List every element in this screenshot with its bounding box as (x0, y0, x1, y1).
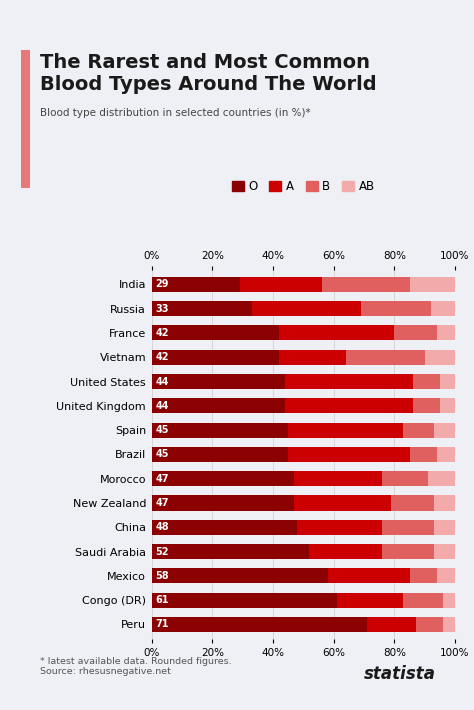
Bar (416, 617, 443, 632)
Text: 47: 47 (155, 474, 169, 484)
Bar (152, 471, 455, 486)
Bar (443, 617, 455, 632)
Text: 44: 44 (155, 376, 169, 386)
Text: 61: 61 (155, 595, 169, 605)
Bar (425, 350, 455, 365)
Bar (394, 325, 437, 341)
Bar (152, 325, 279, 341)
Bar (288, 422, 403, 437)
Text: statista: statista (364, 665, 436, 683)
Bar (428, 471, 455, 486)
Text: 48: 48 (155, 523, 169, 532)
Bar (152, 593, 337, 608)
Bar (152, 301, 252, 316)
Bar (440, 398, 455, 413)
Text: Blood Types Around The World: Blood Types Around The World (40, 75, 377, 94)
Bar (328, 568, 410, 584)
Bar (434, 544, 455, 559)
Text: 42: 42 (155, 352, 169, 362)
Bar (152, 568, 455, 584)
Bar (382, 520, 434, 535)
Bar (392, 496, 434, 510)
Bar (152, 520, 455, 535)
Bar (152, 325, 455, 341)
Bar (152, 544, 455, 559)
Bar (437, 447, 455, 462)
Bar (443, 593, 455, 608)
Bar (152, 496, 455, 510)
Bar (410, 568, 437, 584)
Bar (382, 471, 428, 486)
Bar (410, 447, 437, 462)
Bar (285, 374, 412, 389)
Bar (152, 568, 328, 584)
Bar (152, 496, 294, 510)
Bar (294, 496, 392, 510)
Bar (361, 301, 431, 316)
Text: 58: 58 (155, 571, 169, 581)
Text: 29: 29 (155, 279, 169, 290)
Legend: O, A, B, AB: O, A, B, AB (227, 175, 380, 197)
Bar (403, 593, 443, 608)
Bar (152, 447, 455, 462)
Bar (412, 398, 440, 413)
Text: 47: 47 (155, 498, 169, 508)
Bar (294, 471, 382, 486)
Bar (152, 544, 310, 559)
Bar (403, 422, 434, 437)
Text: 52: 52 (155, 547, 169, 557)
Bar (152, 447, 288, 462)
Bar (152, 520, 297, 535)
Bar (367, 617, 416, 632)
Text: 45: 45 (155, 449, 169, 459)
Bar (152, 593, 455, 608)
Bar (279, 325, 394, 341)
Bar (152, 301, 455, 316)
Bar (152, 422, 455, 437)
Bar (152, 374, 455, 389)
Bar (152, 277, 455, 292)
Text: 33: 33 (155, 304, 169, 314)
Bar (152, 350, 279, 365)
Bar (321, 277, 410, 292)
Bar (240, 277, 321, 292)
Text: 71: 71 (155, 619, 169, 630)
Text: 44: 44 (155, 401, 169, 411)
Bar (440, 374, 455, 389)
Bar (434, 520, 455, 535)
Bar (152, 617, 455, 632)
Bar (152, 471, 294, 486)
Text: 45: 45 (155, 425, 169, 435)
Bar (431, 301, 455, 316)
Bar (152, 374, 285, 389)
Bar (152, 422, 288, 437)
Bar (434, 496, 455, 510)
Text: Source: rhesusnegative.net: Source: rhesusnegative.net (40, 667, 171, 677)
Bar (310, 544, 382, 559)
Bar (152, 617, 367, 632)
Bar (346, 350, 425, 365)
Bar (152, 398, 285, 413)
Bar (252, 301, 361, 316)
Bar (288, 447, 410, 462)
Bar (382, 544, 434, 559)
Bar (412, 374, 440, 389)
Bar (297, 520, 382, 535)
Bar (437, 568, 455, 584)
Bar (434, 422, 455, 437)
Bar (337, 593, 403, 608)
Bar (152, 277, 240, 292)
Text: 42: 42 (155, 328, 169, 338)
Text: Blood type distribution in selected countries (in %)*: Blood type distribution in selected coun… (40, 108, 311, 118)
Text: The Rarest and Most Common: The Rarest and Most Common (40, 53, 370, 72)
Bar (410, 277, 455, 292)
Text: * latest available data. Rounded figures.: * latest available data. Rounded figures… (40, 657, 232, 666)
Bar (152, 350, 455, 365)
Bar (152, 398, 455, 413)
Bar (279, 350, 346, 365)
Bar (437, 325, 455, 341)
Bar (285, 398, 412, 413)
